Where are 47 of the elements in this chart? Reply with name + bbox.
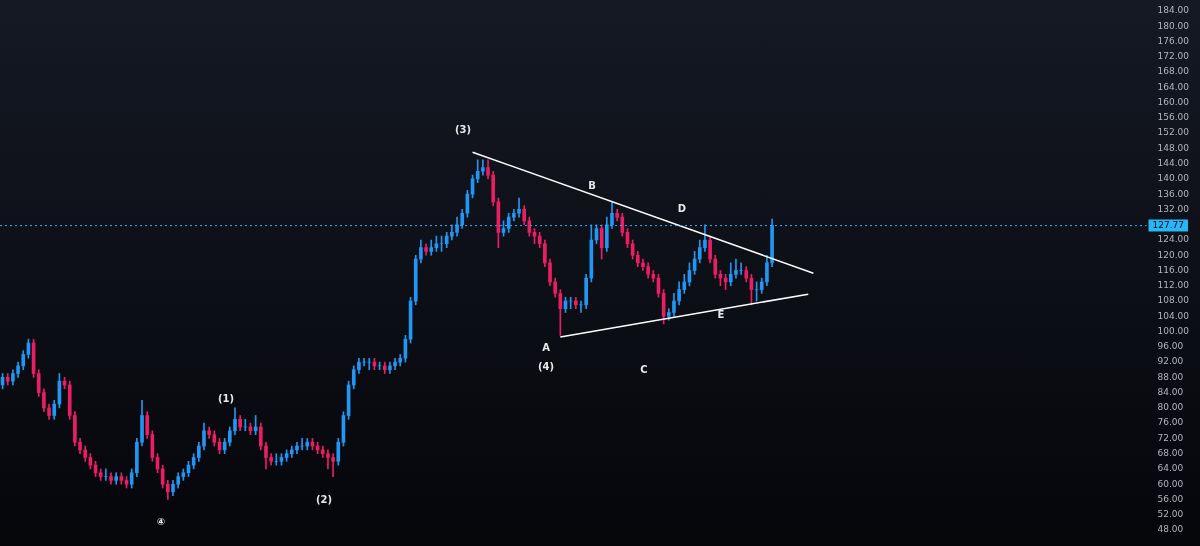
y-tick-label: 176.00 [1157, 35, 1190, 46]
candlestick [274, 453, 279, 466]
y-tick-label: 76.00 [1157, 417, 1184, 428]
y-tick-label: 152.00 [1157, 127, 1190, 138]
y-tick-label: 168.00 [1157, 66, 1190, 77]
y-tick-label: 124.00 [1157, 234, 1190, 245]
ref-line-label: 127.77 [1152, 219, 1185, 230]
y-tick-label: 172.00 [1157, 51, 1190, 62]
y-tick-label: 64.00 [1157, 463, 1184, 474]
annotation: ④ [156, 515, 166, 527]
y-tick-label: 116.00 [1157, 264, 1190, 275]
annotation: B [588, 179, 596, 191]
y-tick-label: 120.00 [1157, 249, 1190, 260]
y-tick-label: 132.00 [1157, 203, 1190, 214]
y-tick-label: 164.00 [1157, 81, 1190, 92]
candlestick [104, 468, 108, 481]
y-tick-label: 88.00 [1157, 371, 1184, 382]
y-tick-label: 72.00 [1157, 432, 1184, 443]
annotation: (4) [537, 360, 555, 372]
y-tick-label: 136.00 [1157, 188, 1190, 199]
annotation: D [677, 202, 687, 214]
y-tick-label: 184.00 [1157, 5, 1190, 16]
y-tick-label: 84.00 [1157, 386, 1184, 397]
y-tick-label: 144.00 [1157, 157, 1190, 168]
y-tick-label: 68.00 [1157, 448, 1184, 459]
y-tick-label: 160.00 [1157, 96, 1190, 107]
y-tick-label: 60.00 [1157, 478, 1184, 489]
y-tick-label: 140.00 [1157, 173, 1190, 184]
y-tick-label: 156.00 [1157, 112, 1190, 123]
y-tick-label: 148.00 [1157, 142, 1190, 153]
y-tick-label: 108.00 [1157, 295, 1190, 306]
y-tick-label: 180.00 [1157, 20, 1190, 31]
y-tick-label: 92.00 [1157, 356, 1184, 367]
annotation: A [542, 341, 551, 353]
y-tick-label: 80.00 [1157, 402, 1184, 413]
y-tick-label: 96.00 [1157, 341, 1184, 352]
y-tick-label: 104.00 [1157, 310, 1190, 321]
y-tick-label: 52.00 [1157, 509, 1184, 520]
y-tick-label: 100.00 [1157, 325, 1190, 336]
y-tick-label: 56.00 [1157, 493, 1184, 504]
y-tick-label: 48.00 [1157, 524, 1184, 535]
annotation: (1) [217, 392, 235, 404]
annotation: C [640, 363, 648, 375]
y-tick-label: 112.00 [1157, 280, 1190, 291]
annotation: (3) [454, 123, 472, 135]
annotation: (2) [315, 493, 333, 505]
annotation: E [717, 308, 725, 320]
